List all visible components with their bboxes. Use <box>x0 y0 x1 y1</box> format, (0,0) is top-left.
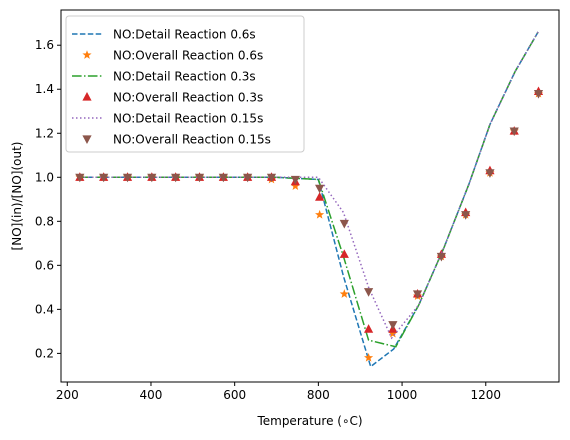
data-point <box>339 219 349 229</box>
x-tick-label: 1200 <box>470 388 501 402</box>
y-axis: 0.2 0.4 0.6 0.8 1.0 1.2 1.4 1.6 <box>35 38 61 360</box>
series-6 <box>75 90 544 330</box>
data-point <box>122 173 133 183</box>
data-point <box>218 173 228 183</box>
data-point <box>315 184 325 194</box>
legend-label: NO:Detail Reaction 0.15s <box>113 112 263 126</box>
data-point <box>363 288 374 297</box>
legend-item: NO:Detail Reaction 0.3s <box>72 70 256 84</box>
series-3 <box>79 31 539 348</box>
data-point <box>364 352 374 362</box>
y-tick-label: 1.0 <box>35 170 54 184</box>
data-point <box>533 90 544 99</box>
data-point <box>388 328 398 338</box>
y-tick-label: 0.8 <box>35 214 54 228</box>
data-point <box>315 192 325 201</box>
legend-label: NO:Overall Reaction 0.15s <box>113 133 271 147</box>
y-tick-label: 0.4 <box>35 302 54 316</box>
x-tick-label: 200 <box>56 388 79 402</box>
legend-label: NO:Overall Reaction 0.6s <box>113 49 263 63</box>
legend: NO:Detail Reaction 0.6s NO:Overall Reacti… <box>65 15 305 153</box>
series-layer <box>75 31 544 368</box>
y-tick-label: 0.2 <box>35 346 54 360</box>
series-line <box>79 31 539 348</box>
data-point <box>194 173 205 183</box>
x-tick-label: 400 <box>140 388 163 402</box>
y-axis-label: [NO](in)/[NO](out) <box>10 142 24 251</box>
legend-label: NO:Overall Reaction 0.3s <box>113 91 263 105</box>
data-point <box>436 252 447 262</box>
data-point <box>147 173 157 183</box>
y-tick-label: 0.6 <box>35 258 54 272</box>
y-tick-label: 1.6 <box>35 38 54 52</box>
y-tick-label: 1.2 <box>35 126 54 140</box>
legend-item: NO:Overall Reaction 0.15s <box>82 133 271 147</box>
data-point <box>339 289 349 298</box>
data-point <box>290 175 300 185</box>
data-point <box>315 209 325 219</box>
x-tick-label: 1000 <box>387 388 418 402</box>
data-point <box>266 173 277 183</box>
data-point <box>461 211 471 220</box>
data-point <box>339 249 349 258</box>
y-tick-label: 1.4 <box>35 82 54 96</box>
legend-swatch <box>82 135 92 144</box>
data-point <box>290 181 300 190</box>
legend-item: NO:Overall Reaction 0.3s <box>82 91 263 105</box>
x-axis-label: Temperature (∘C) <box>256 414 362 428</box>
data-point <box>363 324 374 333</box>
plot-frame <box>60 9 560 383</box>
legend-item: NO:Detail Reaction 0.15s <box>72 112 263 126</box>
data-point <box>243 173 253 183</box>
x-axis: 200 400 600 800 1000 1200 <box>56 382 501 402</box>
legend-label: NO:Detail Reaction 0.3s <box>113 70 256 84</box>
legend-frame <box>65 15 305 153</box>
legend-label: NO:Detail Reaction 0.6s <box>113 28 256 42</box>
legend-item: NO:Overall Reaction 0.6s <box>82 49 263 63</box>
data-point <box>171 173 181 183</box>
data-point <box>485 169 495 178</box>
legend-item: NO:Detail Reaction 0.6s <box>72 28 256 42</box>
data-point <box>75 173 85 183</box>
data-point <box>388 321 398 330</box>
data-point <box>99 173 109 183</box>
data-point <box>412 290 423 299</box>
legend-swatch <box>82 50 92 59</box>
x-tick-label: 600 <box>223 388 246 402</box>
legend-swatch <box>82 92 92 101</box>
x-tick-label: 800 <box>307 388 330 402</box>
data-point <box>509 127 519 137</box>
